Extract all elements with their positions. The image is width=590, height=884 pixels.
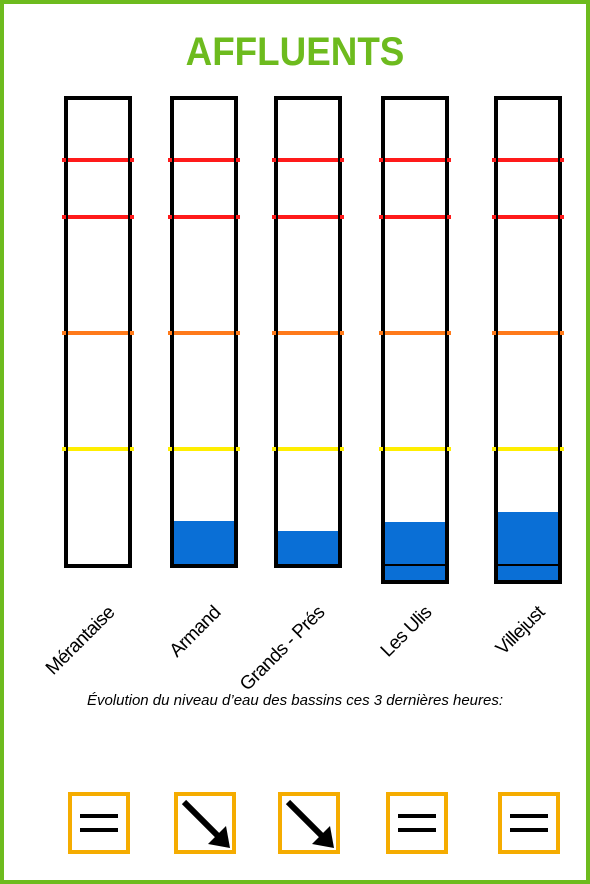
threshold-line-orange — [174, 331, 234, 336]
threshold-tick-red — [168, 158, 172, 163]
threshold-tick-red — [379, 214, 383, 219]
threshold-tick-red — [236, 214, 240, 219]
threshold-tick-red — [340, 214, 344, 219]
threshold-line-orange — [385, 331, 445, 336]
threshold-tick-yellow — [340, 447, 344, 452]
threshold-line-yellow — [385, 447, 445, 452]
threshold-tick-yellow — [492, 447, 496, 452]
frame-border-bottom — [0, 880, 590, 884]
threshold-tick-orange — [560, 331, 564, 336]
water-level — [174, 520, 234, 564]
threshold-tick-yellow — [236, 447, 240, 452]
threshold-tick-orange — [272, 331, 276, 336]
trend-box-3 — [386, 792, 448, 854]
threshold-tick-red — [560, 158, 564, 163]
frame-border-top — [0, 0, 590, 4]
threshold-tick-red — [168, 214, 172, 219]
water-level — [278, 530, 338, 564]
threshold-line-orange — [498, 331, 558, 336]
arrow-down-right-icon — [181, 799, 230, 848]
gauge-3 — [381, 96, 449, 568]
gauge-1 — [170, 96, 238, 568]
threshold-tick-red — [130, 214, 134, 219]
threshold-tick-yellow — [447, 447, 451, 452]
threshold-line-red — [498, 158, 558, 163]
threshold-tick-red — [447, 158, 451, 163]
threshold-tick-red — [340, 158, 344, 163]
threshold-tick-orange — [447, 331, 451, 336]
page-title: AFFLUENTS — [185, 30, 405, 74]
threshold-tick-yellow — [62, 447, 66, 452]
threshold-line-red — [385, 158, 445, 163]
threshold-tick-red — [272, 158, 276, 163]
equals-icon — [398, 814, 436, 832]
overflow-reservoir — [494, 566, 562, 584]
trend-box-4 — [498, 792, 560, 854]
threshold-tick-orange — [379, 331, 383, 336]
threshold-line-red — [278, 158, 338, 163]
threshold-tick-red — [62, 214, 66, 219]
gauge-label: Villejust — [491, 602, 550, 660]
overflow-reservoir — [381, 566, 449, 584]
frame-border-left — [0, 0, 4, 884]
threshold-tick-yellow — [130, 447, 134, 452]
trend-caption: Évolution du niveau d’eau des bassins ce… — [86, 692, 504, 709]
trend-box-0 — [68, 792, 130, 854]
threshold-tick-red — [492, 214, 496, 219]
threshold-line-orange — [278, 331, 338, 336]
threshold-line-yellow — [498, 447, 558, 452]
threshold-line-yellow — [278, 447, 338, 452]
threshold-tick-orange — [340, 331, 344, 336]
trend-box-1 — [174, 792, 236, 854]
threshold-tick-orange — [130, 331, 134, 336]
water-level — [498, 512, 558, 564]
arrow-down-right-icon — [285, 799, 334, 848]
threshold-tick-yellow — [379, 447, 383, 452]
frame-border-right — [586, 0, 590, 884]
gauge-0 — [64, 96, 132, 568]
threshold-tick-red — [130, 158, 134, 163]
threshold-line-yellow — [174, 447, 234, 452]
threshold-line-red — [68, 158, 128, 163]
threshold-tick-red — [379, 158, 383, 163]
threshold-line-red — [174, 158, 234, 163]
threshold-tick-red — [492, 158, 496, 163]
water-level — [385, 522, 445, 564]
trend-box-2 — [278, 792, 340, 854]
threshold-tick-orange — [236, 331, 240, 336]
gauge-2 — [274, 96, 342, 568]
threshold-line-orange — [68, 331, 128, 336]
threshold-line-red — [68, 214, 128, 219]
threshold-tick-yellow — [560, 447, 564, 452]
threshold-tick-red — [447, 214, 451, 219]
threshold-tick-orange — [62, 331, 66, 336]
threshold-line-red — [385, 214, 445, 219]
threshold-tick-yellow — [168, 447, 172, 452]
threshold-line-red — [174, 214, 234, 219]
threshold-tick-red — [560, 214, 564, 219]
threshold-tick-red — [272, 214, 276, 219]
threshold-tick-orange — [168, 331, 172, 336]
threshold-line-red — [498, 214, 558, 219]
equals-icon — [510, 814, 548, 832]
threshold-tick-red — [62, 158, 66, 163]
threshold-tick-yellow — [272, 447, 276, 452]
threshold-line-yellow — [68, 447, 128, 452]
threshold-line-red — [278, 214, 338, 219]
equals-icon — [80, 814, 118, 832]
threshold-tick-orange — [492, 331, 496, 336]
threshold-tick-red — [236, 158, 240, 163]
gauge-4 — [494, 96, 562, 568]
